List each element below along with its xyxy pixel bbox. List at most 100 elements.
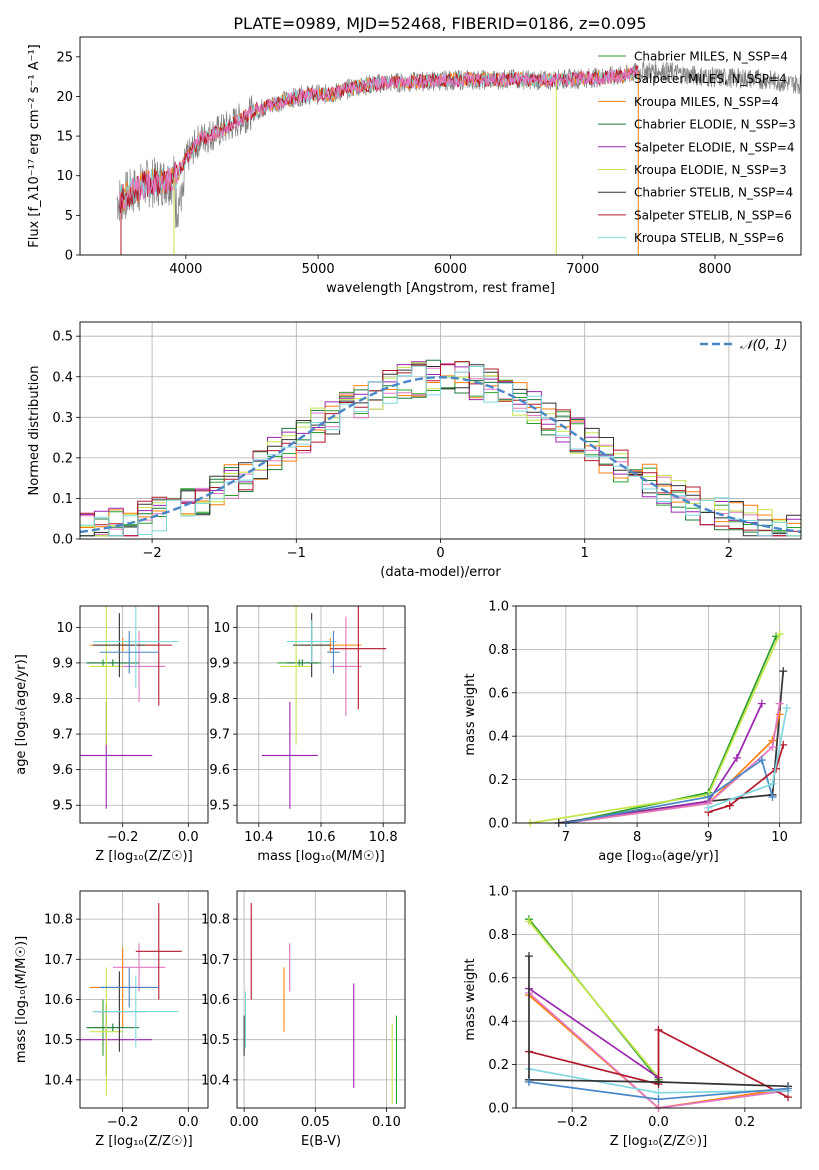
- y-tick-label: 0.2: [52, 451, 73, 466]
- age-vs-Z-axes: −0.2 0.0 9.5 9.6 9.7 9.8 9.9 10 Z [log₁₀(Z/Z☉)] a…: [14, 605, 209, 864]
- mass-vs-Z-axes: −0.2 0.0 10.4 10.5 10.6 10.7 10.8 Z [log₁₀(Z/Z☉…: [14, 890, 209, 1149]
- y-tick-label: 0.2: [488, 1058, 509, 1073]
- y-axis-label: mass weight: [463, 958, 478, 1040]
- x-tick-label: 10.6: [307, 830, 336, 845]
- axes-frame: [236, 890, 406, 1109]
- axes-frame: [79, 890, 209, 1109]
- x-axis-label: E(B-V): [301, 1134, 341, 1149]
- x-tick-label: 10: [771, 830, 788, 845]
- weight-vs-Z-axes: −0.2 0.0 0.2 0.0 0.2 0.4 0.6 0.8 1.0 Z [log₁₀(Z/Z…: [463, 885, 802, 1149]
- series-line: [565, 703, 781, 823]
- axes-frame: [515, 890, 802, 1109]
- series-line: [528, 992, 789, 1108]
- y-tick-label: 10.8: [201, 913, 230, 928]
- x-axis-label: Z [log₁₀(Z/Z☉)]: [95, 849, 192, 864]
- data-point-marker: [757, 699, 766, 708]
- x-tick-label: 1: [581, 546, 589, 561]
- figure-title: PLATE=0989, MJD=52468, FIBERID=0186, z=0…: [233, 14, 646, 33]
- series-line: [528, 956, 789, 1088]
- legend-label: Salpeter STELIB, N_SSP=6: [634, 208, 792, 222]
- histogram-step-line: [80, 365, 801, 537]
- legend-label: 𝒩(0, 1): [740, 338, 787, 353]
- axes-frame: [236, 605, 406, 824]
- data-point-marker: [732, 753, 741, 762]
- y-tick-label: 10.6: [44, 993, 73, 1008]
- legend-label: Chabrier STELIB, N_SSP=4: [634, 186, 793, 200]
- x-tick-label: 4000: [169, 262, 202, 277]
- x-tick-label: 8000: [698, 262, 731, 277]
- series-line: [528, 987, 659, 1079]
- y-axis-label: age [log₁₀(age/yr)]: [14, 654, 29, 775]
- y-tick-label: 10.5: [201, 1033, 230, 1048]
- x-axis-label: (data-model)/error: [380, 565, 501, 580]
- y-tick-label: 0: [65, 249, 73, 264]
- x-tick-label: 7000: [566, 262, 599, 277]
- x-tick-label: 2: [725, 546, 733, 561]
- legend-label: Salpeter ELODIE, N_SSP=4: [634, 140, 795, 154]
- y-tick-label: 20: [56, 90, 73, 105]
- gaussian-curve: [79, 375, 802, 534]
- data-point-marker: [524, 952, 533, 961]
- x-tick-label: 0.10: [372, 1115, 401, 1130]
- y-tick-label: 0.0: [52, 533, 73, 548]
- x-tick-label: 0.0: [178, 830, 199, 845]
- age-vs-mass-axes: 10.4 10.6 10.8 9.5 9.6 9.7 9.8 9.9 10 mass [log₁₀…: [209, 605, 406, 864]
- y-tick-label: 9.7: [209, 728, 230, 743]
- y-tick-label: 0.4: [488, 1015, 509, 1030]
- mass-vs-EBV-axes: 0.00 0.05 0.10 10.4 10.5 10.6 10.7 10.8 E(B-V): [201, 890, 406, 1149]
- y-axis-label: Normed distribution: [27, 366, 42, 496]
- y-tick-label: 9.8: [209, 692, 230, 707]
- data-point-marker: [704, 803, 713, 812]
- residuals-axes: −2 −1 0 1 2 0.0 0.1 0.2 0.3 0.4 0.5 (data-model)/er…: [27, 321, 802, 580]
- y-tick-label: 10.4: [201, 1073, 230, 1088]
- y-tick-label: 0.6: [488, 971, 509, 986]
- x-tick-label: −0.2: [107, 830, 139, 845]
- axes-frame: [79, 36, 802, 256]
- y-tick-label: 10: [56, 169, 73, 184]
- series-line: [528, 994, 789, 1108]
- y-axis-label: mass weight: [463, 673, 478, 755]
- histogram-step-line: [80, 361, 801, 537]
- legend-label: Chabrier MILES, N_SSP=4: [634, 50, 788, 64]
- axes-frame: [515, 605, 802, 824]
- x-tick-label: 5000: [302, 262, 335, 277]
- legend-label: Kroupa STELIB, N_SSP=6: [634, 231, 784, 245]
- y-tick-label: 0.1: [52, 492, 73, 507]
- y-tick-label: 9.9: [52, 656, 73, 671]
- y-tick-label: 10.8: [44, 913, 73, 928]
- x-tick-label: 8: [633, 830, 641, 845]
- series-line: [708, 744, 785, 813]
- data-point-marker: [725, 801, 734, 810]
- data-point-marker: [768, 792, 777, 801]
- y-tick-label: 9.6: [209, 763, 230, 778]
- x-tick-label: 0.0: [178, 1115, 199, 1130]
- y-tick-label: 9.6: [52, 763, 73, 778]
- y-axis-label: Flux [f_λ10⁻¹⁷ erg cm⁻² s⁻¹ A⁻¹]: [27, 44, 42, 248]
- y-tick-label: 0.3: [52, 411, 73, 426]
- x-tick-label: 10.8: [369, 830, 398, 845]
- y-tick-label: 10: [213, 621, 230, 636]
- y-tick-label: 10.7: [201, 953, 230, 968]
- y-tick-label: 9.9: [209, 656, 230, 671]
- y-tick-label: 10.6: [201, 993, 230, 1008]
- data-point-marker: [775, 630, 784, 639]
- y-tick-label: 9.8: [52, 692, 73, 707]
- x-tick-label: 10.4: [244, 830, 273, 845]
- y-tick-label: 0.6: [488, 686, 509, 701]
- x-axis-label: age [log₁₀(age/yr)]: [598, 849, 719, 864]
- y-tick-label: 5: [65, 209, 73, 224]
- y-tick-label: 9.5: [52, 799, 73, 814]
- legend-label: Kroupa MILES, N_SSP=4: [634, 95, 779, 109]
- y-tick-label: 0.5: [52, 330, 73, 345]
- y-tick-label: 0.4: [52, 370, 73, 385]
- x-tick-label: 7: [562, 830, 570, 845]
- y-tick-label: 0.8: [488, 928, 509, 943]
- series-line: [565, 758, 774, 823]
- y-tick-label: 10.7: [44, 953, 73, 968]
- y-tick-label: 9.7: [52, 728, 73, 743]
- axes-frame: [79, 605, 209, 824]
- x-tick-label: −0.2: [107, 1115, 139, 1130]
- y-tick-label: 1.0: [488, 600, 509, 615]
- x-tick-label: 0.2: [735, 1115, 756, 1130]
